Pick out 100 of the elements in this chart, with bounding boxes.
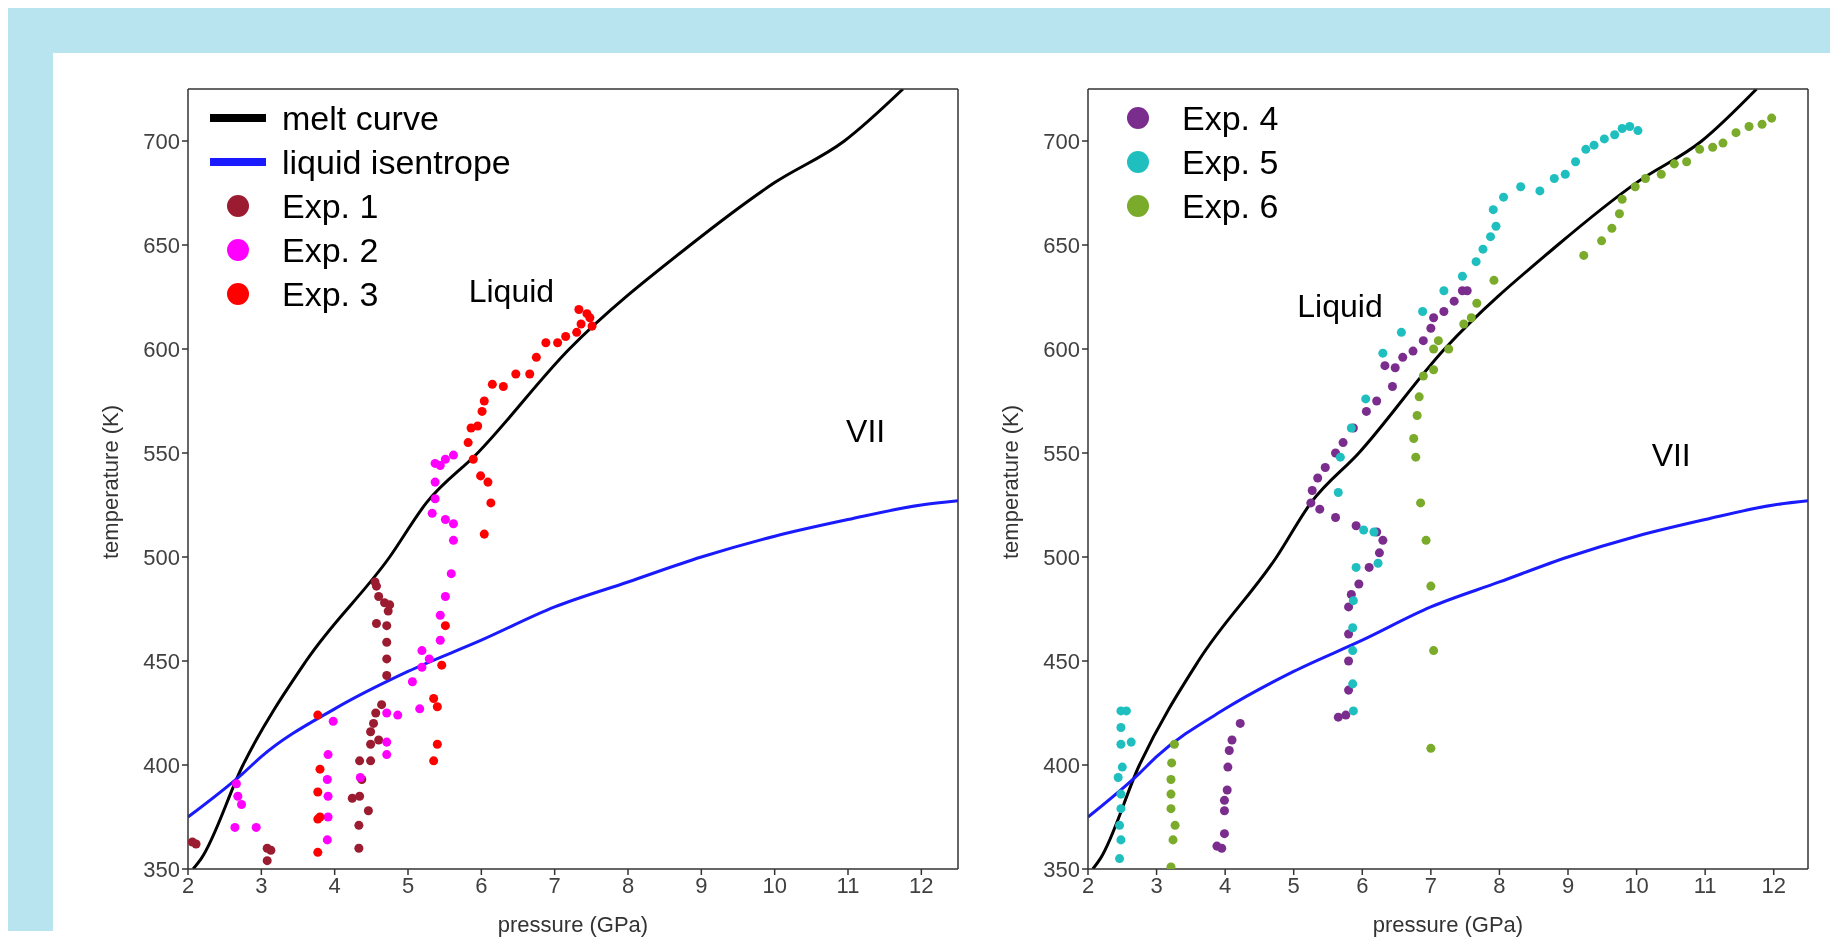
point xyxy=(230,822,240,832)
x-tick-label: 12 xyxy=(909,872,934,898)
point xyxy=(1731,128,1741,138)
point xyxy=(371,708,381,718)
point xyxy=(440,454,450,464)
point xyxy=(1235,718,1245,728)
point xyxy=(323,791,333,801)
point xyxy=(347,793,357,803)
x-axis-title: pressure (GPa) xyxy=(1372,912,1524,937)
point xyxy=(1396,327,1406,337)
point xyxy=(1223,762,1233,772)
point xyxy=(191,839,201,849)
point xyxy=(417,662,427,672)
point xyxy=(374,735,384,745)
x-tick-label: 4 xyxy=(328,872,341,898)
point xyxy=(1669,159,1679,169)
point xyxy=(468,454,478,464)
point xyxy=(1640,173,1650,183)
point xyxy=(231,779,241,789)
point xyxy=(1491,221,1501,231)
point xyxy=(323,750,333,760)
point xyxy=(466,423,476,433)
point xyxy=(366,727,376,737)
point xyxy=(432,739,442,749)
point xyxy=(1167,758,1177,768)
point xyxy=(1116,723,1126,733)
y-tick-label: 350 xyxy=(143,856,180,882)
point xyxy=(1116,789,1126,799)
point xyxy=(1372,396,1382,406)
point xyxy=(1625,121,1635,131)
point xyxy=(1439,286,1449,296)
point xyxy=(1416,498,1426,508)
point xyxy=(576,319,586,329)
point xyxy=(1695,144,1705,154)
point xyxy=(1408,346,1418,356)
point xyxy=(262,856,272,866)
y-tick-label: 500 xyxy=(1043,544,1080,570)
point xyxy=(382,708,392,718)
point xyxy=(1115,820,1125,830)
point xyxy=(323,812,333,822)
point xyxy=(1331,512,1341,522)
point xyxy=(1306,498,1316,508)
point xyxy=(498,381,508,391)
x-tick-label: 12 xyxy=(1761,872,1786,898)
y-axis-title: temperature (K) xyxy=(997,404,1023,559)
point xyxy=(477,406,487,416)
point xyxy=(354,820,364,830)
y-axis-title: temperature (K) xyxy=(97,404,123,559)
point xyxy=(369,718,379,728)
point xyxy=(479,396,489,406)
point xyxy=(1224,745,1234,755)
line-series xyxy=(188,499,958,819)
point xyxy=(322,775,332,785)
point xyxy=(1166,775,1176,785)
point xyxy=(1579,250,1589,260)
point xyxy=(1335,452,1345,462)
point xyxy=(1614,209,1624,219)
point xyxy=(407,677,417,687)
point xyxy=(366,756,376,766)
point xyxy=(1633,126,1643,136)
point xyxy=(430,458,440,468)
point xyxy=(393,710,403,720)
point xyxy=(1429,313,1439,323)
point xyxy=(382,737,392,747)
point xyxy=(1599,134,1609,144)
annotation: Liquid xyxy=(1297,287,1383,325)
y-tick-label: 550 xyxy=(1043,440,1080,466)
point xyxy=(448,450,458,460)
point xyxy=(1411,452,1421,462)
point xyxy=(1444,344,1454,354)
point xyxy=(237,800,247,810)
y-tick-label: 400 xyxy=(1043,752,1080,778)
x-tick-label: 6 xyxy=(475,872,488,898)
point xyxy=(1348,596,1358,606)
x-tick-label: 10 xyxy=(762,872,787,898)
x-tick-label: 5 xyxy=(1287,872,1300,898)
point xyxy=(1217,843,1227,853)
legend-label: Exp. 3 xyxy=(282,274,379,315)
y-tick-label: 700 xyxy=(1043,128,1080,154)
point xyxy=(322,835,332,845)
point xyxy=(572,327,582,337)
point xyxy=(1115,854,1125,864)
point xyxy=(1354,579,1364,589)
point xyxy=(1457,271,1467,281)
point xyxy=(483,477,493,487)
point xyxy=(1378,348,1388,358)
point xyxy=(1656,169,1666,179)
point xyxy=(415,704,425,714)
point xyxy=(1581,144,1591,154)
point xyxy=(385,600,395,610)
point xyxy=(1418,307,1428,317)
point xyxy=(1341,710,1351,720)
point xyxy=(429,693,439,703)
legend-label: Exp. 4 xyxy=(1182,98,1279,139)
point xyxy=(354,843,364,853)
point xyxy=(432,702,442,712)
point xyxy=(1373,558,1383,568)
point xyxy=(446,569,456,579)
point xyxy=(1166,804,1176,814)
point xyxy=(440,621,450,631)
